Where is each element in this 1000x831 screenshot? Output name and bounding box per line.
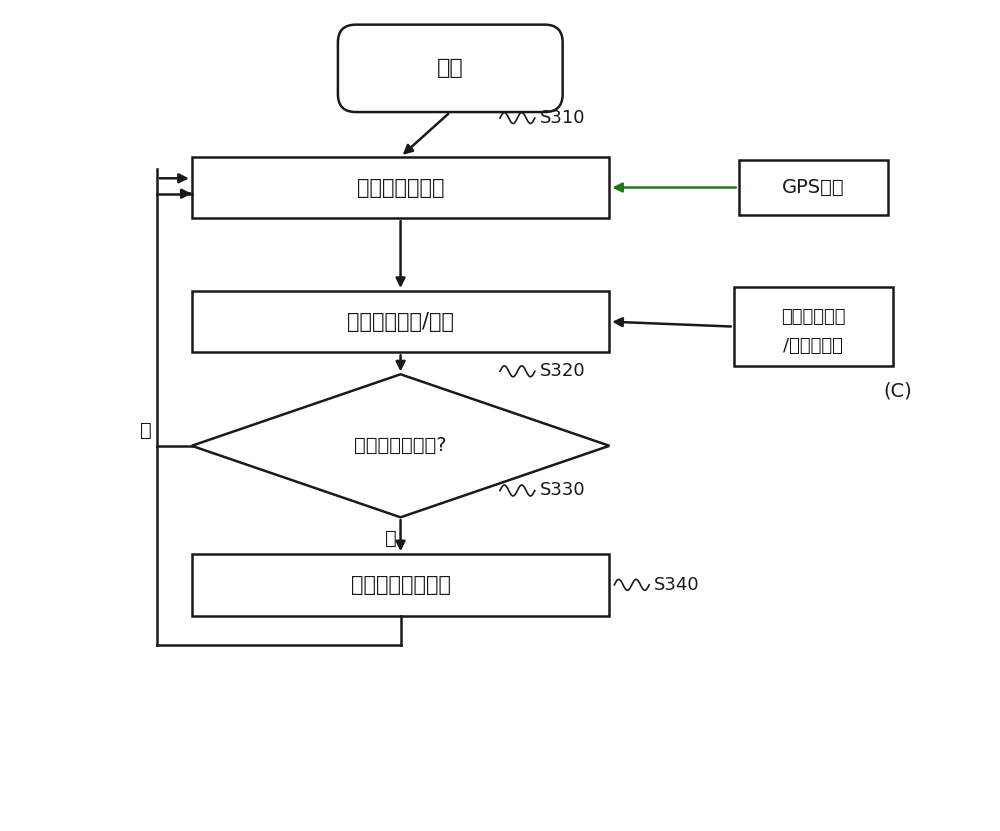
Text: 否: 否 [140, 421, 152, 440]
FancyBboxPatch shape [338, 25, 563, 112]
Text: 传输悬架控制指令: 传输悬架控制指令 [351, 575, 451, 595]
Bar [192, 554, 609, 616]
Text: 是: 是 [385, 529, 396, 548]
Text: S340: S340 [654, 576, 700, 594]
Text: S330: S330 [540, 481, 585, 499]
Bar [192, 157, 609, 219]
Text: 估计车辆的位置: 估计车辆的位置 [357, 178, 444, 198]
Bar [739, 160, 888, 215]
Text: 地图数据信息: 地图数据信息 [781, 307, 846, 326]
Text: 穿过减速带路径?: 穿过减速带路径? [354, 436, 447, 455]
Bar [734, 287, 893, 366]
Text: 开始: 开始 [437, 58, 464, 78]
Text: /减速带位置: /减速带位置 [783, 337, 843, 356]
Bar [192, 291, 609, 352]
Text: 估计地图匹配/路径: 估计地图匹配/路径 [347, 312, 454, 332]
Polygon shape [192, 374, 609, 518]
Text: (C): (C) [883, 381, 912, 401]
Text: S310: S310 [540, 109, 585, 127]
Text: GPS数据: GPS数据 [782, 178, 845, 197]
Text: S320: S320 [540, 362, 585, 381]
